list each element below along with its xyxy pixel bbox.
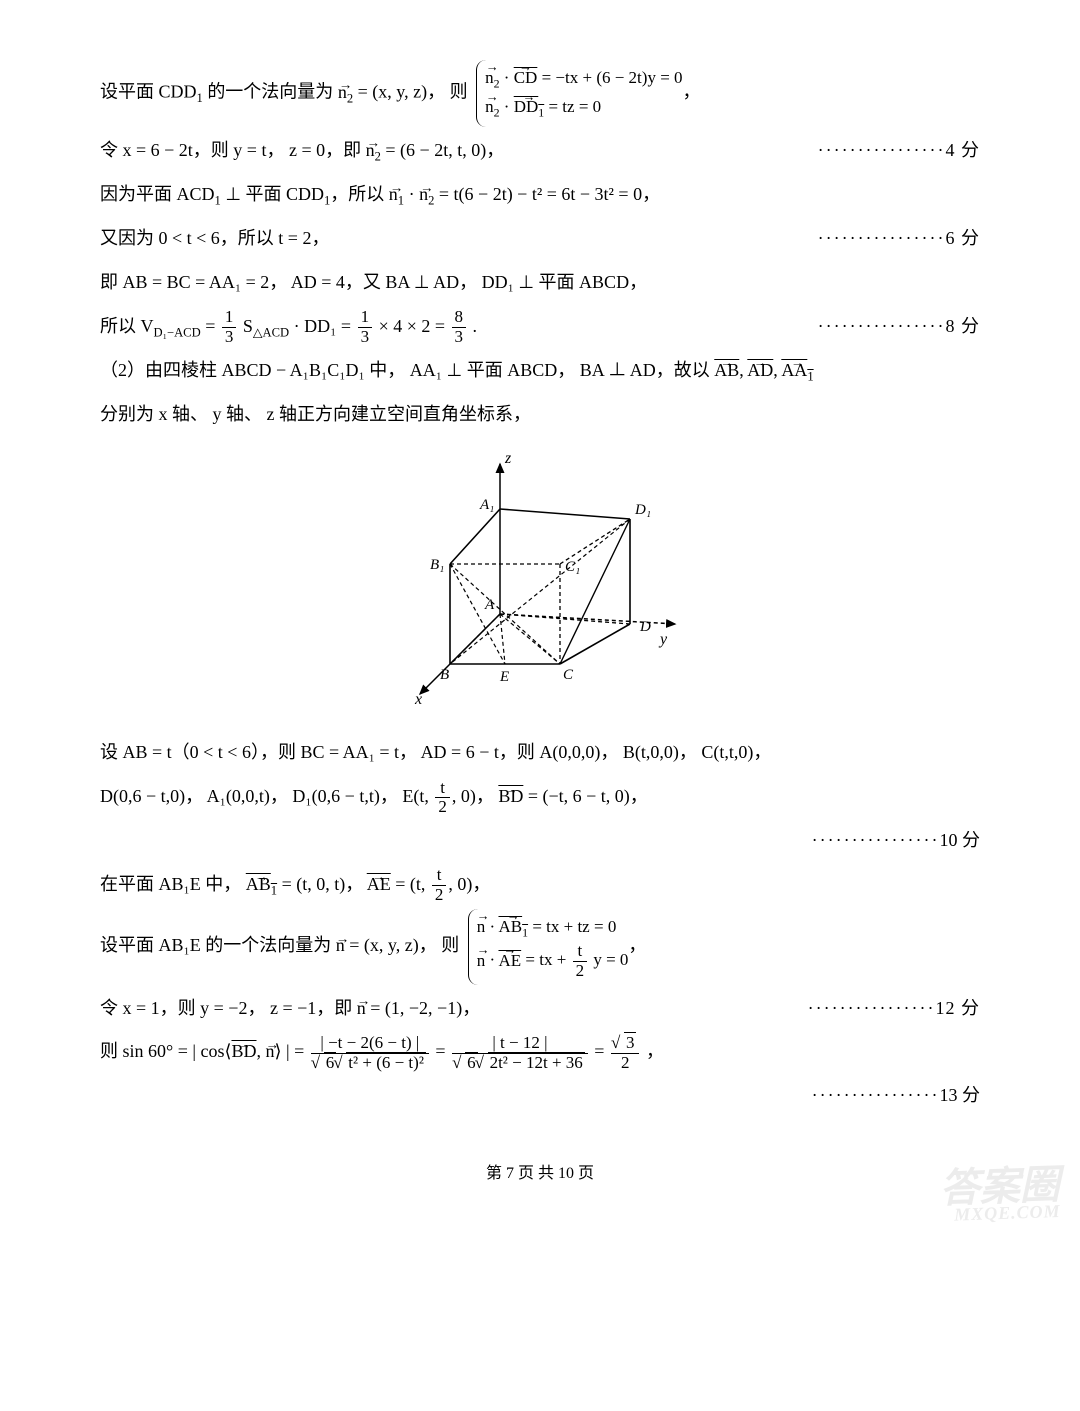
line-6: 所以 VD₁−ACD = 13 S△ACD · DD₁ = 13 × 4 × 2… <box>100 307 980 347</box>
lbl-D1: D₁ <box>634 502 651 518</box>
lbl-C1: C₁ <box>565 559 580 575</box>
lbl-A: A <box>484 597 495 613</box>
prism-figure: z A₁ D₁ B₁ C₁ A D y B E C x <box>100 449 980 724</box>
line-2: 令 x = 6 − 2t，则 y = t， z = 0，即 n2 = (6 − … <box>100 131 980 171</box>
score-4: 4 分 <box>818 131 980 171</box>
line-13: 令 x = 1，则 y = −2， z = −1，即 n = (1, −2, −… <box>100 989 980 1029</box>
score-13-line: 13 分 <box>100 1076 980 1116</box>
lbl-z: z <box>504 450 512 467</box>
line-1: 设平面 CDD1 的一个法向量为 n2 = (x, y, z)， 则 n2 · … <box>100 60 980 127</box>
line-14: 则 sin 60° = | cos⟨BD, n⟩ | = | −t − 2(6 … <box>100 1032 980 1072</box>
lbl-D: D <box>639 619 651 635</box>
score-10-line: 10 分 <box>100 821 980 861</box>
lbl-A1: A₁ <box>479 497 494 513</box>
brace-2: n · AB1 = tx + tz = 0 n · AE = tx + t2 y… <box>468 909 629 985</box>
score-8: 8 分 <box>818 307 980 347</box>
score-6: 6 分 <box>818 219 980 259</box>
lbl-y: y <box>658 631 668 648</box>
lbl-B: B <box>440 667 449 683</box>
line-8: 分别为 x 轴、 y 轴、 z 轴正方向建立空间直角坐标系， <box>100 395 980 435</box>
lbl-B1: B₁ <box>430 557 444 573</box>
line-9: 设 AB = t（0 < t < 6），则 BC = AA₁ = t， AD =… <box>100 733 980 773</box>
score-12: 12 分 <box>808 989 980 1029</box>
line-7: （2）由四棱柱 ABCD − A₁B₁C₁D₁ 中， AA₁ ⊥ 平面 ABCD… <box>100 351 980 391</box>
lbl-C: C <box>563 667 574 683</box>
line-11: 在平面 AB₁E 中， AB1 = (t, 0, t)， AE = (t, t2… <box>100 865 980 905</box>
lbl-E: E <box>499 669 509 685</box>
line-12: 设平面 AB₁E 的一个法向量为 n = (x, y, z)， 则 n · AB… <box>100 909 980 985</box>
lbl-x: x <box>414 691 422 708</box>
line-10: D(0,6 − t,0)， A₁(0,0,t)， D₁(0,6 − t,t)， … <box>100 777 980 817</box>
page-footer: 第 7 页 共 10 页 <box>100 1156 980 1191</box>
line-3: 因为平面 ACD1 ⊥ 平面 CDD1，所以 n1 · n2 = t(6 − 2… <box>100 175 980 215</box>
line-5: 即 AB = BC = AA₁ = 2， AD = 4，又 BA ⊥ AD， D… <box>100 263 980 303</box>
line-4: 又因为 0 < t < 6，所以 t = 2， 6 分 <box>100 219 980 259</box>
brace-1: n2 · CD = −tx + (6 − 2t)y = 0 n2 · DD1 =… <box>476 60 682 127</box>
